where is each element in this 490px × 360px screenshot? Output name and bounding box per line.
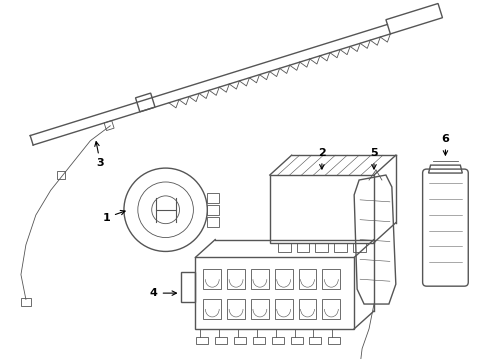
Bar xyxy=(227,299,245,319)
Bar xyxy=(328,337,340,344)
Text: 4: 4 xyxy=(150,288,176,298)
Bar xyxy=(207,217,219,227)
Bar xyxy=(207,205,219,215)
Bar xyxy=(298,269,317,289)
Bar xyxy=(272,337,284,344)
Bar xyxy=(215,337,227,344)
Bar xyxy=(227,269,245,289)
Text: 3: 3 xyxy=(95,141,104,168)
Bar xyxy=(251,299,269,319)
Bar xyxy=(207,193,219,203)
Text: 5: 5 xyxy=(370,148,378,169)
Text: 2: 2 xyxy=(318,148,326,169)
Bar xyxy=(203,299,221,319)
Bar xyxy=(310,337,321,344)
Bar xyxy=(322,299,340,319)
Bar xyxy=(251,269,269,289)
Bar xyxy=(296,243,310,252)
Bar xyxy=(275,299,293,319)
Bar xyxy=(253,337,265,344)
Bar xyxy=(291,337,302,344)
Bar xyxy=(21,298,31,306)
Bar xyxy=(298,299,317,319)
Bar xyxy=(334,243,347,252)
Bar xyxy=(322,269,340,289)
Text: 1: 1 xyxy=(102,211,125,223)
Bar xyxy=(196,337,208,344)
Bar xyxy=(57,171,65,179)
Bar xyxy=(275,269,293,289)
Bar xyxy=(180,272,196,302)
Bar xyxy=(234,337,246,344)
Bar xyxy=(353,243,366,252)
Text: 6: 6 xyxy=(441,134,449,155)
Bar xyxy=(316,243,328,252)
Bar xyxy=(203,269,221,289)
Bar xyxy=(278,243,291,252)
Bar xyxy=(196,257,354,329)
